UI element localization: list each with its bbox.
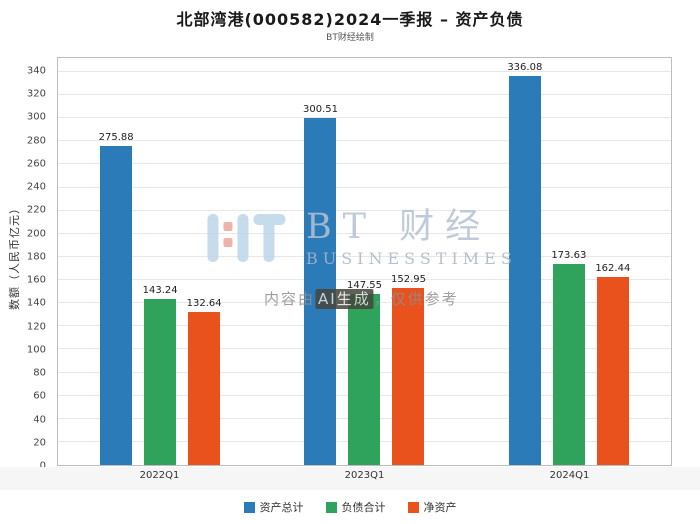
legend-item-负债合计[interactable]: 负债合计 (325, 499, 386, 515)
bar-净资产-2023Q1 (392, 288, 425, 465)
bar-value-label: 162.44 (595, 263, 631, 275)
bar-column: 132.64 (182, 58, 226, 465)
gridline (58, 94, 671, 95)
y-tick-label: 180 (26, 251, 46, 263)
y-tick-label: 60 (33, 390, 46, 402)
y-tick-label: 80 (33, 367, 46, 379)
bar-资产总计-2024Q1 (508, 76, 541, 465)
y-tick-label: 20 (33, 437, 46, 449)
y-tick-label: 120 (26, 321, 46, 333)
gridline (58, 117, 671, 119)
y-tick-label: 260 (26, 158, 46, 170)
y-tick-label: 40 (33, 414, 46, 426)
gridline (58, 70, 671, 72)
bar-group-2022Q1: 275.88 143.24 132.64 (94, 58, 226, 465)
plot-area: 275.88 143.24 132.64 300.51 147.55 152.95 336.… (57, 57, 672, 466)
bar-column: 147.55 (342, 58, 386, 465)
bar-负债合计-2023Q1 (348, 294, 381, 465)
y-axis-ticks: 0 20 40 60 80 100 120 140 160 180 200 220 240 260 280 3… (0, 57, 52, 471)
legend-label: 负债合计 (341, 501, 386, 514)
y-tick-label: 140 (26, 297, 46, 309)
x-tick-label-2022Q1: 2022Q1 (139, 470, 180, 481)
gridline (58, 255, 671, 257)
gridline (58, 186, 671, 188)
y-tick-label: 240 (26, 181, 46, 193)
bar-value-label: 143.24 (142, 285, 178, 297)
bar-value-label: 275.88 (98, 132, 134, 144)
bar-value-label: 132.64 (186, 297, 222, 309)
y-tick-label: 320 (26, 88, 46, 100)
legend-label: 净资产 (423, 501, 457, 514)
bar-groups: 275.88 143.24 132.64 300.51 147.55 152.95 336.… (58, 58, 671, 465)
gridline (58, 140, 671, 142)
y-tick-label: 100 (26, 344, 46, 356)
legend: 资产总计 负债合计 净资产 (0, 499, 700, 515)
bar-column: 300.51 (298, 58, 342, 465)
bar-value-label: 336.08 (507, 62, 543, 74)
chart-subtitle: BT财经绘制 (326, 33, 374, 43)
x-tick-label-2023Q1: 2023Q1 (344, 470, 385, 481)
bar-value-label: 147.55 (346, 280, 382, 292)
gridline (58, 163, 671, 165)
legend-swatch (325, 501, 337, 513)
y-tick-label: 160 (26, 274, 46, 286)
legend-item-资产总计[interactable]: 资产总计 (243, 499, 304, 515)
gridline (58, 209, 671, 211)
bar-column: 173.63 (547, 58, 591, 465)
bar-column: 143.24 (138, 58, 182, 465)
bar-净资产-2024Q1 (596, 277, 629, 465)
bar-value-label: 152.95 (390, 274, 426, 286)
bar-column: 152.95 (386, 58, 430, 465)
bar-资产总计-2023Q1 (304, 117, 337, 465)
legend-label: 资产总计 (259, 501, 304, 514)
y-tick-label: 220 (26, 204, 46, 216)
bar-group-2023Q1: 300.51 147.55 152.95 (298, 58, 430, 465)
bar-value-label: 173.63 (551, 250, 587, 262)
chart-title: 北部湾港(000582)2024一季报 – 资产负债 (176, 10, 524, 29)
bar-净资产-2022Q1 (188, 311, 221, 465)
x-tick-label-2024Q1: 2024Q1 (549, 470, 590, 481)
legend-swatch (243, 501, 255, 513)
y-tick-label: 0 (39, 460, 46, 472)
bar-负债合计-2024Q1 (552, 264, 585, 465)
legend-item-净资产[interactable]: 净资产 (407, 499, 457, 515)
bar-负债合计-2022Q1 (144, 299, 177, 465)
x-axis-band (0, 467, 700, 490)
bar-column: 162.44 (591, 58, 635, 465)
bar-column: 336.08 (503, 58, 547, 465)
x-axis-labels: 2022Q1 2023Q1 2024Q1 (57, 470, 672, 481)
gridline (58, 279, 671, 280)
legend-swatch (407, 501, 419, 513)
y-tick-label: 300 (26, 111, 46, 123)
y-tick-label: 200 (26, 228, 46, 240)
y-tick-label: 340 (26, 65, 46, 77)
y-tick-label: 280 (26, 135, 46, 147)
gridline (58, 232, 671, 234)
bar-value-label: 300.51 (302, 103, 338, 115)
bar-group-2024Q1: 336.08 173.63 162.44 (503, 58, 635, 465)
bar-资产总计-2022Q1 (100, 146, 133, 465)
bar-column: 275.88 (94, 58, 138, 465)
